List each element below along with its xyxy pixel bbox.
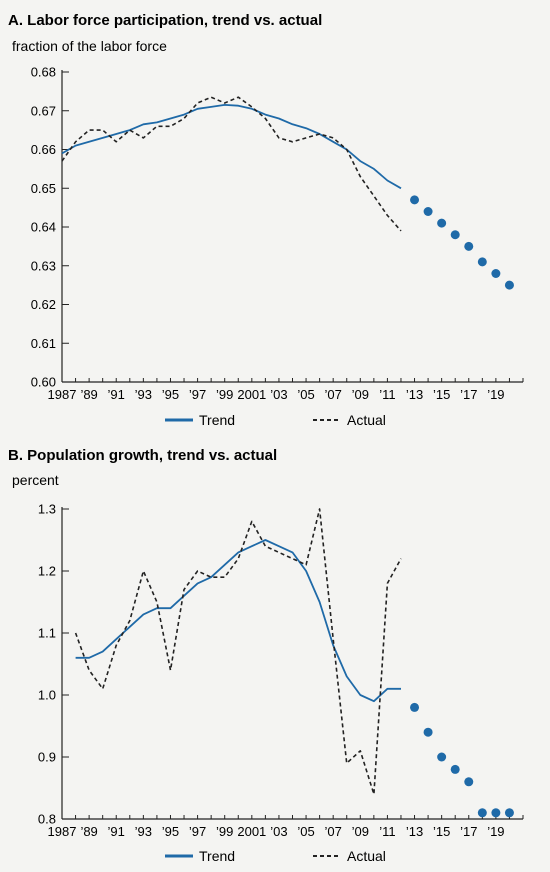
projection-point <box>477 808 487 818</box>
projection-point <box>491 808 501 818</box>
x-tick-label: ’97 <box>189 387 206 402</box>
x-tick-label: 1987 <box>48 387 77 402</box>
projection-point <box>410 702 420 712</box>
x-tick-label: ’19 <box>487 387 504 402</box>
panel-a-y-axis: 0.60 0.61 0.62 0.63 0.64 0.65 0.66 0.67 0.68 <box>31 65 69 390</box>
x-tick-label: ’97 <box>189 824 206 839</box>
x-tick-label: ’15 <box>433 387 450 402</box>
projection-point <box>491 269 501 278</box>
x-tick-label: ’89 <box>80 387 97 402</box>
x-tick-label: ’91 <box>108 824 125 839</box>
x-tick-label: 2001 <box>237 387 266 402</box>
panel-a-x-axis: 1987’89 ’91 ’93 ’95 ’97 ’99 2001 ’03 ’05 ’07 ’09 ’1… <box>48 378 524 402</box>
x-tick-label: ’07 <box>324 824 341 839</box>
x-tick-label: ’15 <box>433 824 450 839</box>
x-tick-label: ’99 <box>216 387 233 402</box>
x-tick-label: ’89 <box>80 824 97 839</box>
y-tick-label: 0.65 <box>31 181 56 196</box>
projection-point <box>450 230 460 240</box>
y-tick-label: 0.8 <box>38 812 56 827</box>
trend-line <box>61 104 402 190</box>
x-tick-label: ’95 <box>162 824 179 839</box>
panel-a-legend: Trend Actual <box>165 412 386 428</box>
y-tick-label: 0.68 <box>31 65 56 80</box>
y-tick-label: 0.63 <box>31 258 56 273</box>
panel-a-unit-label: fraction of the labor force <box>12 38 167 54</box>
y-tick-label: 0.64 <box>31 220 56 235</box>
x-tick-label: ’93 <box>135 824 152 839</box>
legend-actual-label: Actual <box>347 848 386 864</box>
panel-b: B. Population growth, trend vs. actual p… <box>8 447 524 864</box>
panel-b-title: B. Population growth, trend vs. actual <box>8 447 277 464</box>
x-tick-label: 2001 <box>237 824 266 839</box>
legend-trend-label: Trend <box>199 412 235 428</box>
projection-point <box>504 808 514 818</box>
actual-line <box>61 96 402 232</box>
projection-point <box>437 752 447 762</box>
actual-line <box>74 508 402 796</box>
x-tick-label: ’03 <box>270 387 287 402</box>
projection-point <box>504 280 514 290</box>
legend-trend-label: Trend <box>199 848 235 864</box>
projection-point <box>423 207 433 216</box>
y-tick-label: 1.0 <box>38 688 56 703</box>
projection-point <box>437 218 447 228</box>
y-tick-label: 1.1 <box>38 626 56 641</box>
x-tick-label: ’09 <box>352 824 369 839</box>
x-tick-label: ’19 <box>487 824 504 839</box>
panel-a-plot-area <box>61 96 514 290</box>
x-tick-label: ’95 <box>162 387 179 402</box>
y-tick-label: 0.66 <box>31 142 56 157</box>
trend-line <box>75 539 401 703</box>
y-tick-label: 1.2 <box>38 564 56 579</box>
x-tick-label: ’17 <box>460 824 477 839</box>
projection-point <box>477 257 487 267</box>
panel-b-unit-label: percent <box>12 472 59 488</box>
x-tick-label: ’13 <box>406 387 423 402</box>
x-tick-label: ’07 <box>324 387 341 402</box>
panel-b-x-axis: 1987’89 ’91 ’93 ’95 ’97 ’99 2001 ’03 ’05 ’07 ’09 ’1… <box>48 815 524 839</box>
y-tick-label: 0.62 <box>31 297 56 312</box>
projection-point <box>464 777 474 787</box>
x-tick-label: ’11 <box>379 387 395 402</box>
legend-actual-label: Actual <box>347 412 386 428</box>
x-tick-label: ’05 <box>297 824 314 839</box>
panel-a: A. Labor force participation, trend vs. … <box>8 12 524 428</box>
y-tick-label: 0.9 <box>38 750 56 765</box>
y-tick-label: 0.60 <box>31 375 56 390</box>
projection-point <box>450 764 460 774</box>
x-tick-label: 1987 <box>48 824 77 839</box>
x-tick-label: ’93 <box>135 387 152 402</box>
x-tick-label: ’99 <box>216 824 233 839</box>
x-tick-label: ’17 <box>460 387 477 402</box>
panel-a-title: A. Labor force participation, trend vs. … <box>8 12 322 29</box>
panel-b-y-axis: 0.8 0.9 1.0 1.1 1.2 1.3 <box>38 502 69 827</box>
x-tick-label: ’91 <box>108 387 125 402</box>
x-tick-label: ’11 <box>379 824 395 839</box>
x-tick-label: ’13 <box>406 824 423 839</box>
projection-point <box>464 241 474 251</box>
panel-b-plot-area <box>74 508 514 818</box>
y-tick-label: 1.3 <box>38 502 56 517</box>
y-tick-label: 0.61 <box>31 336 56 351</box>
projection-point <box>410 195 420 205</box>
projection-point <box>423 727 433 737</box>
x-tick-label: ’03 <box>270 824 287 839</box>
x-tick-label: ’05 <box>297 387 314 402</box>
x-tick-label: ’09 <box>352 387 369 402</box>
y-tick-label: 0.67 <box>31 103 56 118</box>
panel-b-legend: Trend Actual <box>165 848 386 864</box>
